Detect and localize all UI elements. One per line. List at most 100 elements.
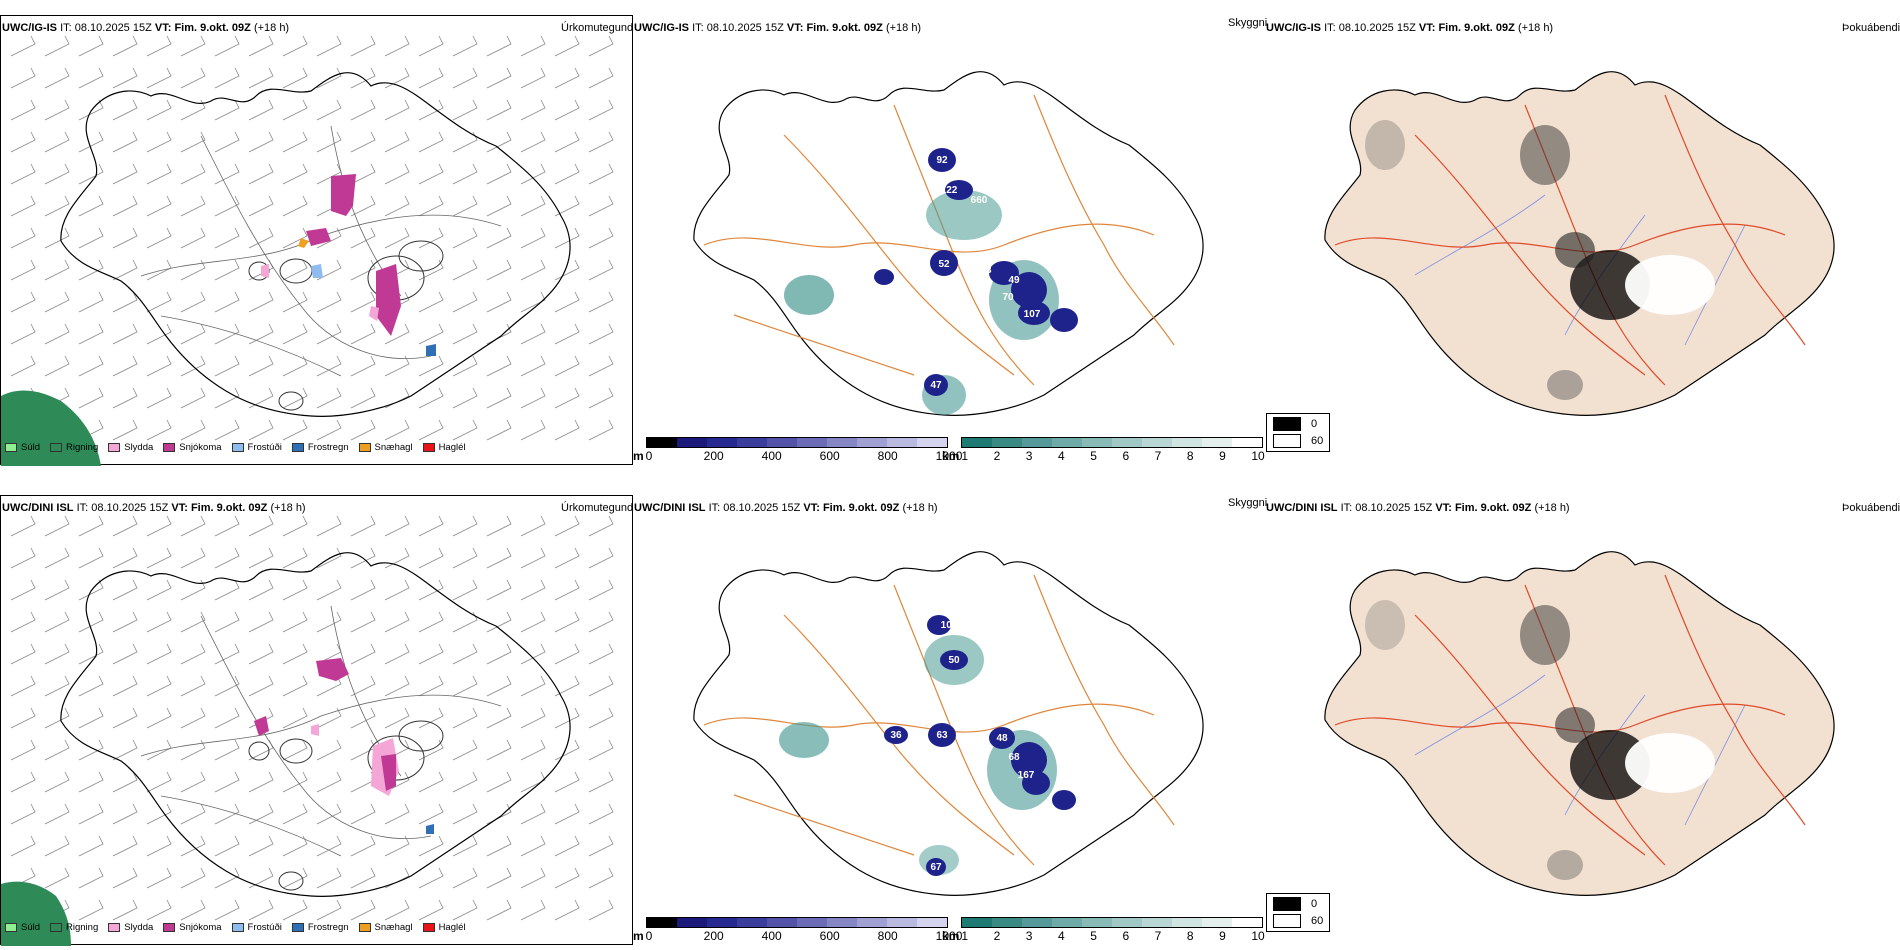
wind-barb bbox=[78, 611, 104, 633]
wind-barb bbox=[248, 67, 274, 89]
wind-barb bbox=[10, 227, 36, 249]
panel-title-visibility: Skyggni bbox=[1228, 497, 1268, 509]
wind-barb bbox=[520, 259, 546, 281]
wind-barb bbox=[588, 387, 614, 409]
wind-barb bbox=[384, 515, 410, 537]
wind-barb bbox=[554, 67, 580, 89]
wind-barb bbox=[112, 227, 138, 249]
colorbar-segment bbox=[886, 438, 917, 447]
wind-barb bbox=[146, 771, 172, 793]
wind-barb bbox=[452, 387, 478, 409]
wind-barb bbox=[214, 163, 240, 185]
wind-barb bbox=[452, 611, 478, 633]
wind-barb bbox=[146, 579, 172, 601]
wind-barb bbox=[248, 803, 274, 825]
wind-barb bbox=[44, 835, 70, 857]
wind-barb bbox=[588, 739, 614, 761]
wind-barb bbox=[384, 323, 410, 345]
cloud-base-label: 167 bbox=[1018, 770, 1035, 781]
wind-barb bbox=[452, 675, 478, 697]
fog-areas bbox=[1365, 600, 1715, 880]
valid-time: Fim. 9.okt. 09Z bbox=[190, 502, 268, 514]
legend-item: Snæhagl bbox=[358, 442, 413, 453]
wind-barb bbox=[554, 323, 580, 345]
wind-barb bbox=[214, 771, 240, 793]
wind-barb bbox=[214, 547, 240, 569]
wind-barb bbox=[10, 803, 36, 825]
iceland-coastline bbox=[60, 552, 571, 897]
wind-barb bbox=[418, 195, 444, 217]
wind-barb bbox=[588, 835, 614, 857]
wind-barb bbox=[418, 35, 444, 57]
wind-barb bbox=[282, 579, 308, 601]
wind-barb bbox=[112, 355, 138, 377]
wind-barb bbox=[112, 867, 138, 889]
visibility-panel-row1: 92 122 660 52 63 49 70 107 47 bbox=[634, 15, 1264, 465]
colorbar-tick: 2 bbox=[993, 929, 1001, 943]
wind-barb bbox=[180, 323, 206, 345]
wind-barb bbox=[78, 899, 104, 921]
colorbar-tick: 6 bbox=[1122, 449, 1130, 463]
wind-barb bbox=[486, 835, 512, 857]
wind-barb bbox=[10, 163, 36, 185]
legend-label: Slydda bbox=[124, 442, 154, 453]
wind-barb bbox=[214, 227, 240, 249]
wind-barb bbox=[180, 355, 206, 377]
wind-barb bbox=[316, 515, 342, 537]
valid-label: VT: bbox=[154, 22, 172, 34]
wind-barb bbox=[384, 195, 410, 217]
legend-swatch bbox=[291, 923, 304, 932]
wind-barb bbox=[486, 643, 512, 665]
wind-barb bbox=[282, 547, 308, 569]
wind-barb bbox=[282, 387, 308, 409]
precip-legend: Súld Rigning Slydda Snjókoma Frostúði Frostre… bbox=[5, 442, 466, 453]
wind-barb bbox=[282, 515, 308, 537]
cloud-base-label: 52 bbox=[938, 259, 950, 270]
wind-barb bbox=[486, 163, 512, 185]
wind-barb bbox=[384, 99, 410, 121]
colorbar-unit: m bbox=[633, 929, 644, 943]
wind-barb bbox=[418, 611, 444, 633]
fog-map bbox=[1324, 551, 1835, 896]
lead-time: (+18 h) bbox=[885, 22, 922, 34]
wind-barb bbox=[554, 259, 580, 281]
init-label: IT: bbox=[76, 502, 89, 514]
wind-barb bbox=[214, 579, 240, 601]
wind-barb bbox=[452, 131, 478, 153]
wind-barb bbox=[112, 291, 138, 313]
colorbar-segment bbox=[1052, 918, 1083, 927]
legend-label: Snæhagl bbox=[374, 442, 413, 453]
wind-barb bbox=[248, 611, 274, 633]
colorbar-tick: 10 bbox=[1251, 929, 1265, 943]
colorbar-tick: 800 bbox=[877, 449, 898, 463]
colorbar-segment bbox=[856, 918, 887, 927]
colorbar-unit: m bbox=[633, 449, 644, 463]
wind-barb bbox=[350, 67, 376, 89]
wind-barb bbox=[146, 611, 172, 633]
wind-barb bbox=[418, 771, 444, 793]
cloud-base-labels: 92 122 660 52 63 49 70 107 47 bbox=[930, 155, 1040, 391]
wind-barb bbox=[418, 291, 444, 313]
wind-barb bbox=[44, 803, 70, 825]
wind-barb bbox=[316, 739, 342, 761]
roads bbox=[140, 125, 502, 377]
panel-title-fog: Þokuábendi bbox=[1842, 502, 1900, 514]
panel-title-fog: Þokuábendi bbox=[1842, 22, 1900, 34]
colorbar-segment bbox=[1082, 918, 1113, 927]
colorbar-tick: 600 bbox=[819, 449, 840, 463]
legend-label: Frostúði bbox=[247, 442, 282, 453]
wind-barb bbox=[248, 291, 274, 313]
wind-barb bbox=[554, 227, 580, 249]
colorbar-segment bbox=[886, 918, 917, 927]
wind-barb bbox=[418, 67, 444, 89]
wind-barb bbox=[588, 515, 614, 537]
colorbar-segment bbox=[1232, 438, 1263, 447]
wind-barb bbox=[384, 163, 410, 185]
valid-time: Fim. 9.okt. 09Z bbox=[806, 22, 883, 34]
visibility-panel-row2: 102 50 63 48 68 167 36 67 bbox=[634, 495, 1264, 945]
cloud-base-label: 68 bbox=[1008, 752, 1020, 763]
valid-label: VT: bbox=[786, 22, 804, 34]
wind-barb bbox=[78, 323, 104, 345]
legend-label: Snæhagl bbox=[374, 922, 413, 933]
wind-barb bbox=[486, 899, 512, 921]
